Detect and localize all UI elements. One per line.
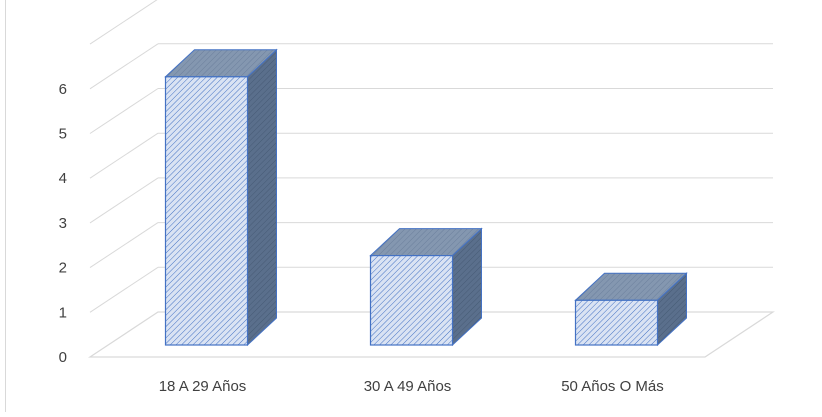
floor-outline (88, 311, 775, 358)
y-tick-label: 3 (59, 215, 67, 232)
chart-floor (88, 311, 775, 358)
bar-front (369, 255, 454, 346)
bar (164, 48, 278, 347)
bars (164, 48, 688, 347)
left-border (5, 0, 6, 412)
x-tick-label: 18 A 29 Años (159, 378, 247, 395)
bar (574, 272, 688, 347)
gridline-diagonal (89, 222, 159, 269)
bar (369, 227, 483, 347)
gridline-diagonal (89, 88, 159, 134)
y-tick-label: 6 (59, 81, 67, 98)
bar-front (164, 76, 249, 346)
x-tick-label: 30 A 49 Años (364, 378, 452, 395)
x-tick-label: 50 Años O Más (561, 378, 664, 395)
gridline-diagonal (89, 266, 159, 313)
gridline-diagonal (89, 43, 159, 90)
gridline-diagonal (89, 0, 158, 45)
y-tick-label: 4 (59, 170, 67, 187)
gridline-diagonal (89, 177, 159, 224)
bar-side (247, 48, 277, 347)
y-tick-label: 1 (59, 304, 67, 321)
y-tick-label: 5 (59, 126, 67, 143)
bar-front (574, 299, 659, 346)
y-tick-label: 2 (59, 260, 67, 277)
gridline-diagonal (89, 132, 159, 179)
y-axis-ticks: 0 1 2 3 4 5 6 (59, 81, 67, 366)
y-tick-label: 0 (59, 349, 67, 366)
x-axis-labels: 18 A 29 Años 30 A 49 Años 50 Años O Más (159, 378, 664, 395)
